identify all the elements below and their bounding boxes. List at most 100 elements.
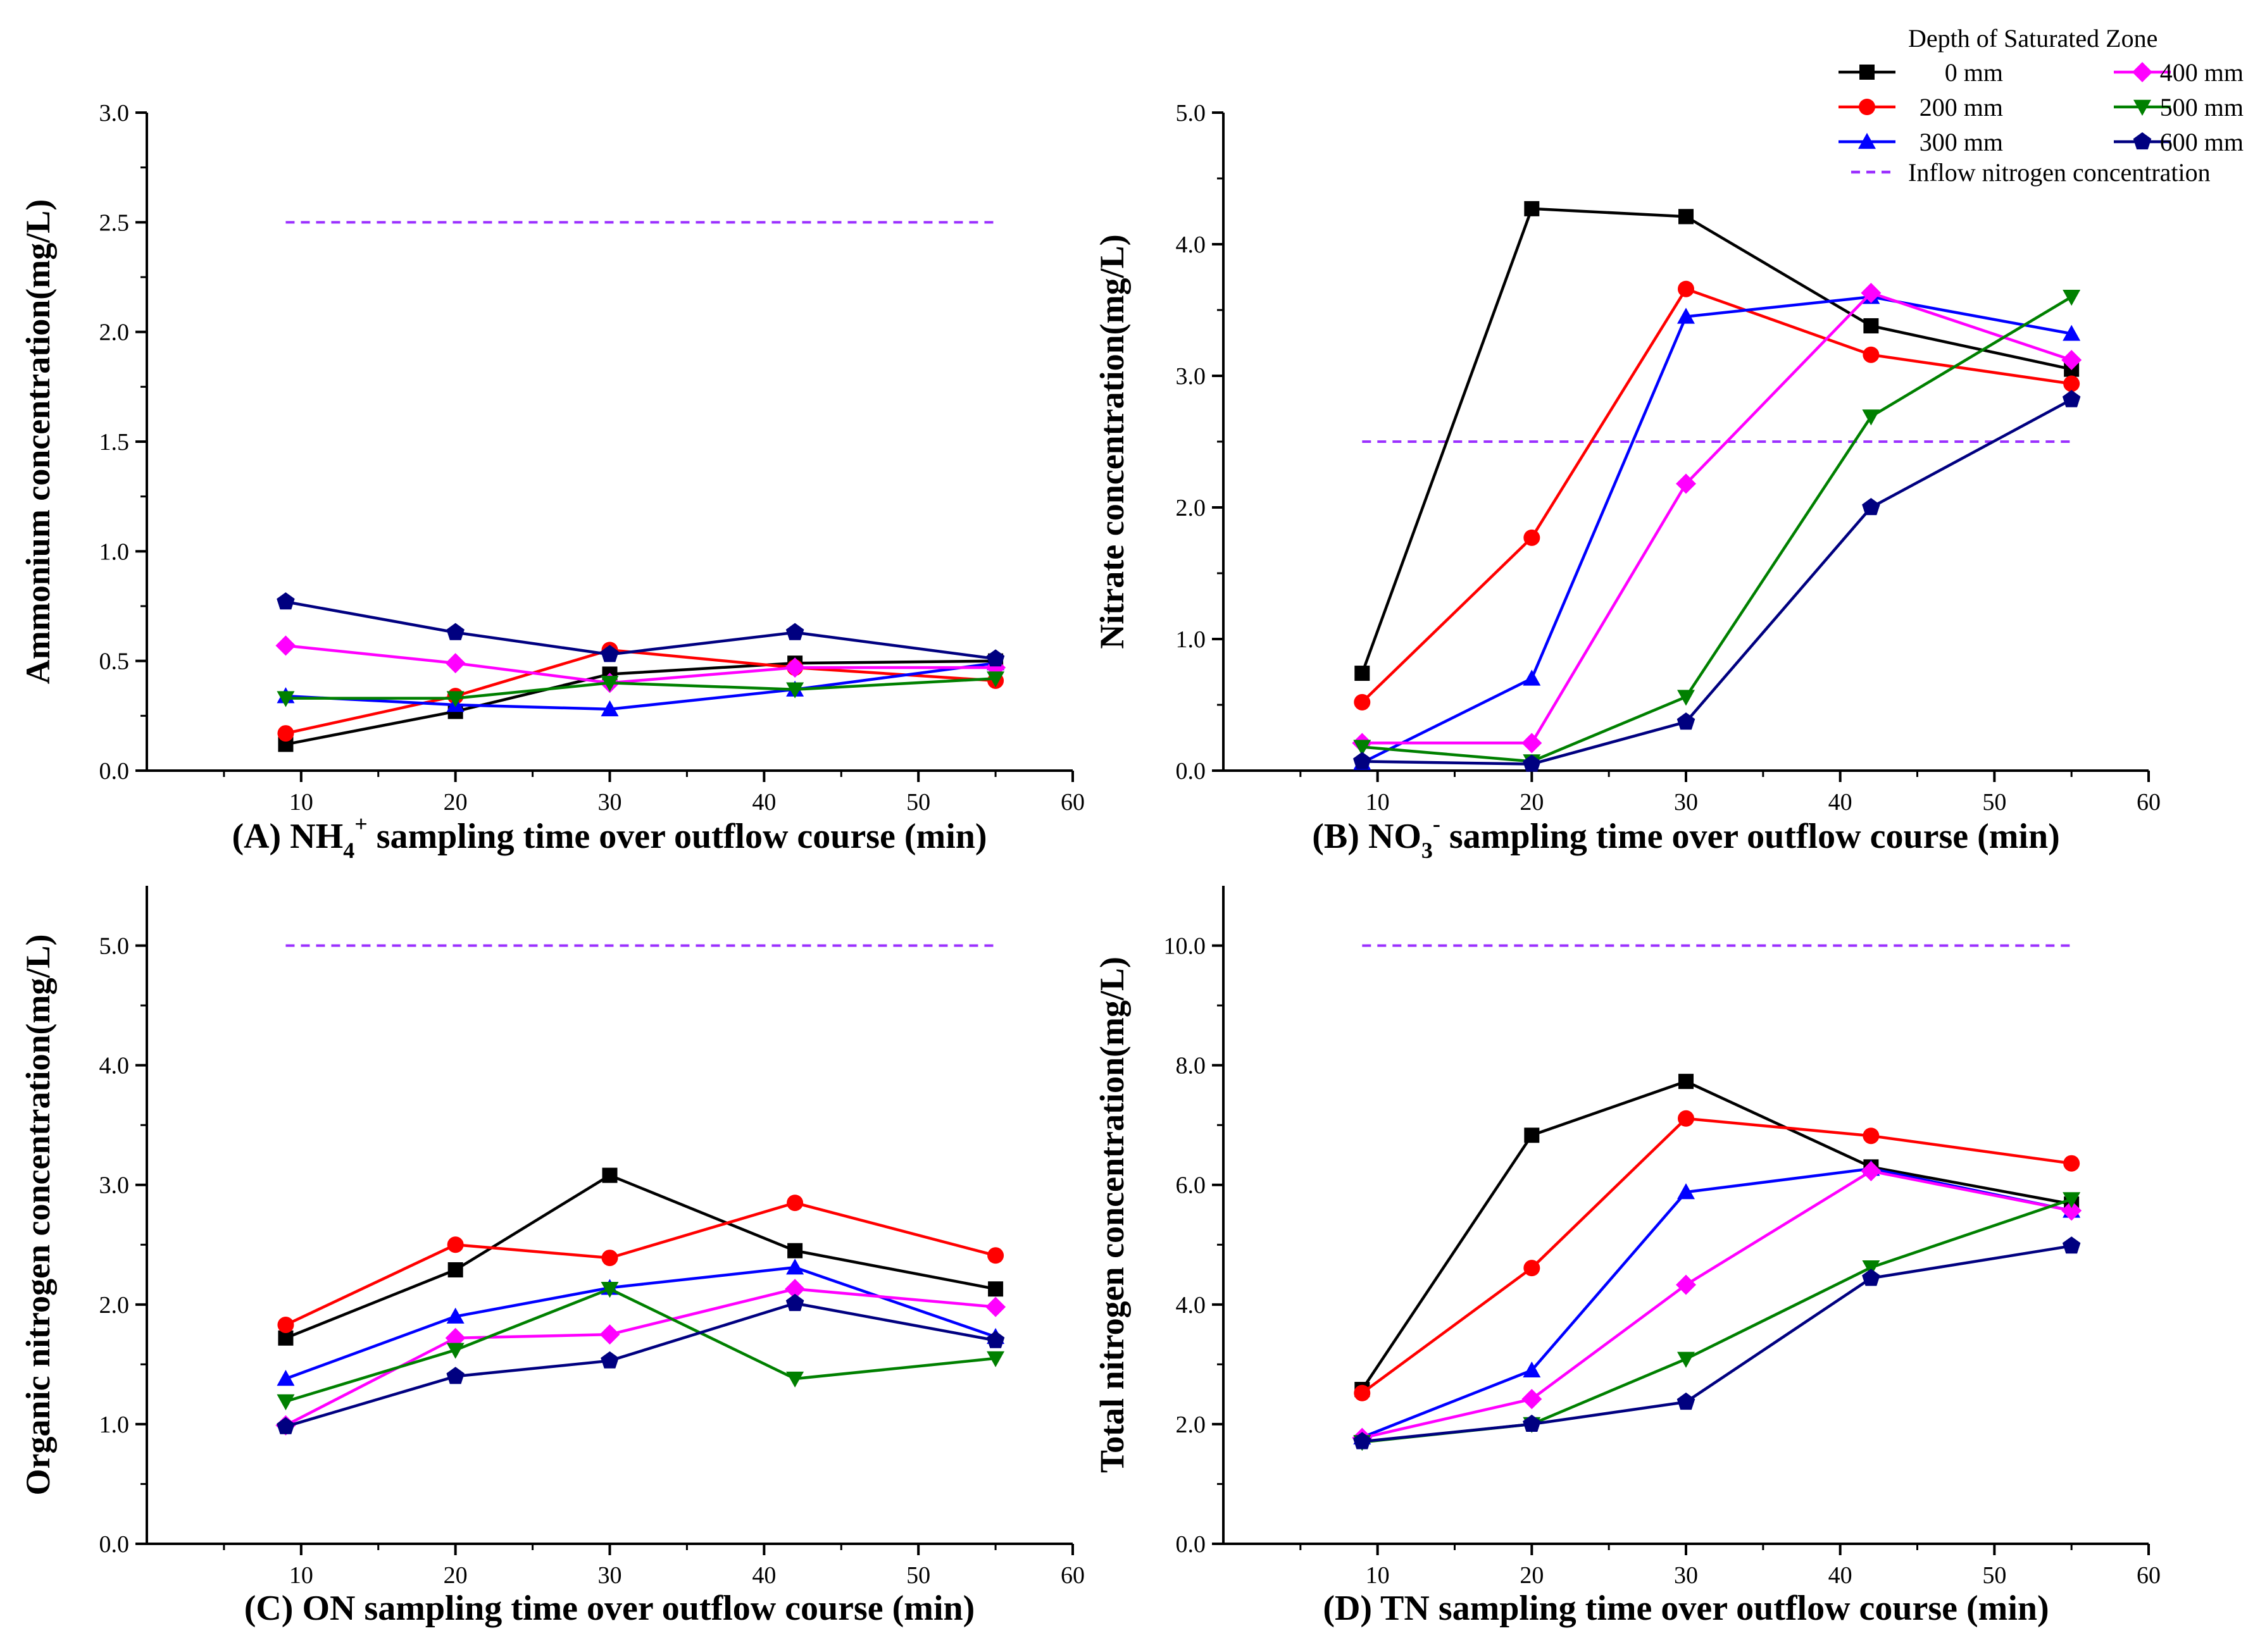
data-point	[1861, 1160, 1882, 1181]
data-point	[446, 691, 465, 707]
y-tick-label: 3.0	[1176, 363, 1206, 390]
data-point	[986, 1331, 1005, 1348]
series-200mm	[277, 1195, 1004, 1333]
series-500mm	[277, 1282, 1005, 1410]
legend: Depth of Saturated Zone 0 mm 200 mm 300 mm 4…	[1839, 24, 2244, 187]
data-point	[1678, 1110, 1694, 1127]
data-point	[1524, 1127, 1540, 1143]
legend-item-400mm: 400 mm	[2114, 58, 2244, 87]
legend-title: Depth of Saturated Zone	[1908, 24, 2157, 53]
data-point	[1677, 690, 1695, 706]
series-line	[285, 1301, 996, 1428]
series-500mm	[1353, 290, 2081, 771]
x-tick-label: 30	[598, 789, 622, 816]
series-600mm	[277, 1293, 1005, 1434]
data-point	[785, 657, 806, 678]
data-point	[1521, 733, 1542, 754]
series-400mm	[1352, 282, 2082, 754]
data-point	[2063, 375, 2080, 392]
data-point	[447, 1236, 464, 1253]
data-point	[987, 1247, 1004, 1264]
series-500mm	[1353, 1192, 2081, 1451]
series-500mm	[277, 671, 1005, 707]
data-point	[445, 653, 466, 674]
x-tick-label: 50	[1982, 1562, 2006, 1589]
data-point	[1677, 1351, 1695, 1368]
y-tick-label: 0.0	[99, 758, 130, 785]
data-point	[1523, 1414, 1541, 1432]
data-point	[1678, 209, 1694, 225]
data-point	[988, 1281, 1004, 1297]
series-line	[1361, 287, 2072, 704]
caption-text: sampling time over outflow course (min)	[368, 817, 987, 856]
chart-panel-b: 10 20 30 40 50 60 0.0 1.0 2.0 3.0 4.0 5.0 Nitrate co…	[1093, 100, 2161, 863]
data-point	[785, 1279, 806, 1300]
x-tick-label: 50	[906, 789, 930, 816]
series-600mm	[1353, 390, 2081, 772]
data-point	[601, 676, 619, 692]
data-point	[2061, 1200, 2082, 1221]
series-line	[285, 1265, 996, 1381]
x-tick-label: 20	[1520, 789, 1544, 816]
x-tick-label: 50	[1982, 789, 2006, 816]
panels: 10 20 30 40 50 60 0.0 0.5 1.0 1.5 2.0 2.5 3.0 Ammoniu…	[19, 100, 2161, 1628]
x-tick-label: 10	[289, 789, 313, 816]
panel-caption: (B) NO3- sampling time over outflow cour…	[1312, 811, 2060, 863]
data-point	[1863, 346, 1880, 363]
series-line	[285, 661, 996, 711]
caption-subscript: 3	[1421, 838, 1433, 863]
y-tick-label: 4.0	[1176, 232, 1206, 258]
data-point	[277, 1417, 295, 1434]
data-point	[1862, 409, 1880, 426]
legend-item-300mm: 300 mm	[1839, 128, 2003, 156]
data-point	[1676, 1274, 1696, 1295]
legend-marker	[2133, 99, 2151, 116]
legend-label: 400 mm	[2160, 58, 2244, 87]
data-point	[1863, 318, 1879, 333]
data-point	[786, 1258, 804, 1275]
x-tick-label: 30	[1674, 789, 1698, 816]
data-point	[601, 1282, 619, 1298]
data-point	[2062, 1236, 2081, 1254]
data-point	[1353, 1432, 1371, 1450]
y-tick-label: 8.0	[1176, 1053, 1206, 1079]
legend-marker	[1859, 99, 1875, 115]
caption-text: sampling time over outflow course (min)	[1440, 817, 2060, 856]
y-tick-label: 2.0	[1176, 495, 1206, 521]
series-line	[1361, 295, 2072, 764]
data-point	[987, 1351, 1005, 1367]
y-tick-label: 6.0	[1176, 1172, 1206, 1199]
series-line	[285, 1287, 996, 1403]
y-tick-label: 1.5	[99, 429, 130, 456]
data-point	[2063, 1192, 2081, 1208]
x-tick-label: 50	[906, 1562, 930, 1589]
data-point	[1521, 1389, 1542, 1410]
y-axis-title: Total nitrogen concentration(mg/L)	[1093, 957, 1131, 1473]
legend-marker	[1858, 133, 1876, 149]
data-point	[1676, 473, 1696, 494]
data-point	[1861, 282, 1882, 303]
series-0mm	[278, 1167, 1004, 1346]
x-tick-label: 20	[1520, 1562, 1544, 1589]
data-point	[1523, 1361, 1541, 1378]
data-point	[787, 1243, 803, 1258]
series-line	[1361, 1117, 2072, 1394]
y-axis-title: Organic nitrogen concentration(mg/L)	[19, 935, 57, 1496]
data-point	[599, 1324, 620, 1345]
data-point	[277, 725, 294, 742]
data-point	[1523, 1260, 1540, 1277]
legend-label: Inflow nitrogen concentration	[1908, 158, 2211, 187]
data-point	[2063, 1155, 2080, 1172]
data-point	[986, 649, 1005, 667]
data-point	[1678, 1074, 1694, 1090]
data-point	[275, 635, 296, 656]
series-600mm	[1353, 1236, 2081, 1450]
data-point	[987, 671, 1005, 688]
data-point	[601, 1250, 618, 1267]
data-point	[1523, 669, 1541, 686]
data-point	[1862, 498, 1880, 516]
legend-item-inflow: Inflow nitrogen concentration	[1851, 158, 2211, 187]
x-tick-label: 10	[1366, 789, 1390, 816]
panel-caption: (D) TN sampling time over outflow course…	[1323, 1589, 2049, 1628]
caption-text: (C) ON sampling time over outflow course…	[244, 1589, 975, 1628]
